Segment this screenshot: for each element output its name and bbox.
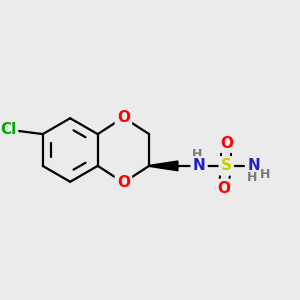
Text: H: H: [260, 169, 270, 182]
Text: S: S: [221, 158, 232, 173]
Text: O: O: [217, 181, 230, 196]
Text: O: O: [117, 175, 130, 190]
Text: O: O: [117, 110, 130, 125]
Text: H: H: [192, 148, 203, 161]
Text: N: N: [247, 158, 260, 173]
Text: N: N: [193, 158, 206, 173]
Text: O: O: [220, 136, 233, 151]
Polygon shape: [149, 161, 178, 171]
Text: Cl: Cl: [0, 122, 16, 137]
Text: H: H: [247, 171, 257, 184]
